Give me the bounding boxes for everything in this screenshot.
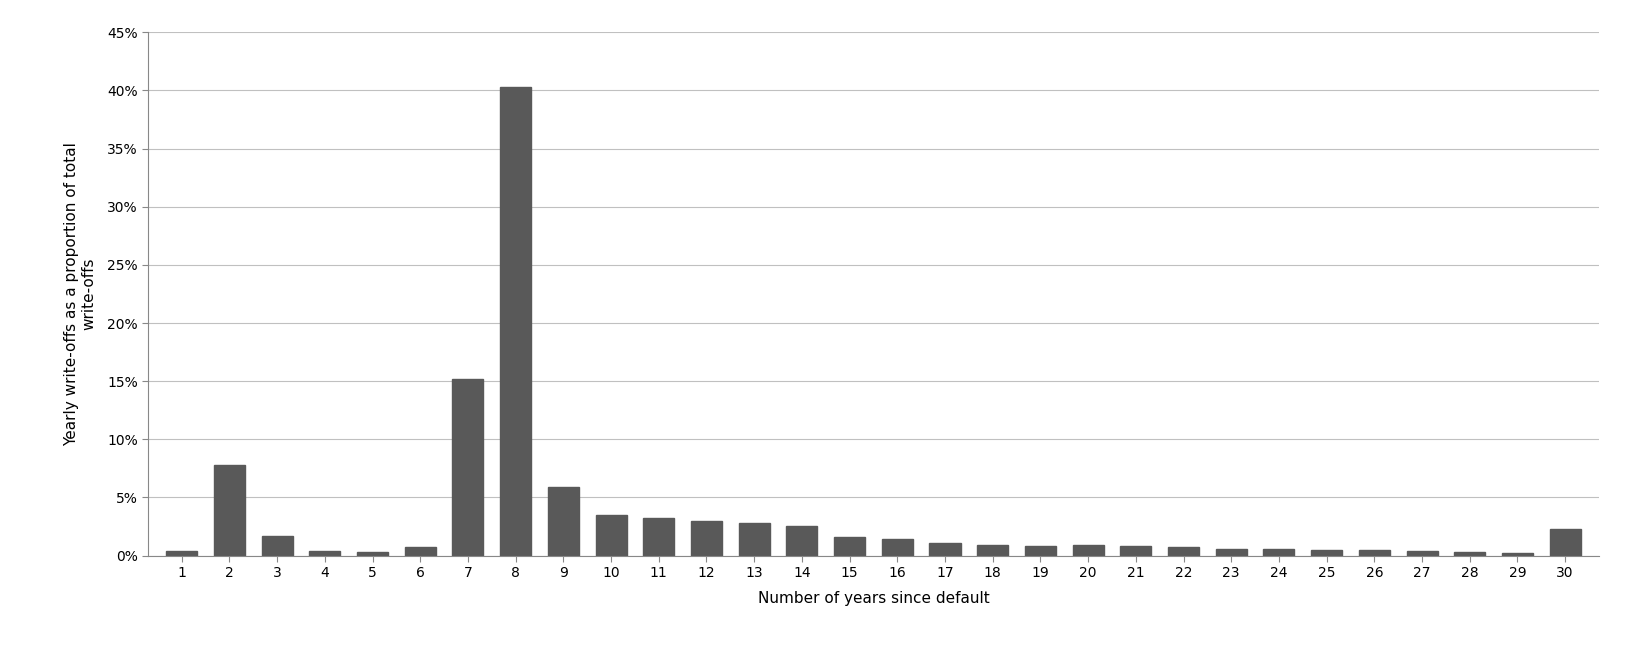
Bar xyxy=(738,523,770,556)
Bar xyxy=(1406,551,1437,556)
Bar xyxy=(358,552,387,556)
Bar xyxy=(643,518,674,556)
Bar xyxy=(834,537,865,556)
Bar xyxy=(1264,548,1294,556)
Bar xyxy=(1168,547,1200,556)
Bar xyxy=(882,539,913,556)
Bar xyxy=(262,536,293,556)
Bar xyxy=(1216,548,1248,556)
Bar xyxy=(1454,552,1485,556)
Bar xyxy=(310,551,341,556)
Bar xyxy=(929,543,961,556)
Bar xyxy=(691,521,722,556)
Bar xyxy=(453,379,483,556)
Bar xyxy=(1312,550,1341,556)
Bar xyxy=(499,87,531,556)
Bar xyxy=(214,465,246,556)
X-axis label: Number of years since default: Number of years since default xyxy=(758,591,989,606)
Bar xyxy=(786,526,817,556)
Bar xyxy=(1360,550,1389,556)
Bar xyxy=(405,547,435,556)
Bar xyxy=(1073,545,1104,556)
Bar xyxy=(1121,547,1152,556)
Y-axis label: Yearly write-offs as a proportion of total
write-offs: Yearly write-offs as a proportion of tot… xyxy=(64,142,96,446)
Bar xyxy=(1025,547,1056,556)
Bar xyxy=(977,545,1009,556)
Bar xyxy=(166,551,198,556)
Bar xyxy=(1501,553,1533,556)
Bar xyxy=(595,515,626,556)
Bar xyxy=(547,487,578,556)
Bar xyxy=(1549,529,1580,556)
